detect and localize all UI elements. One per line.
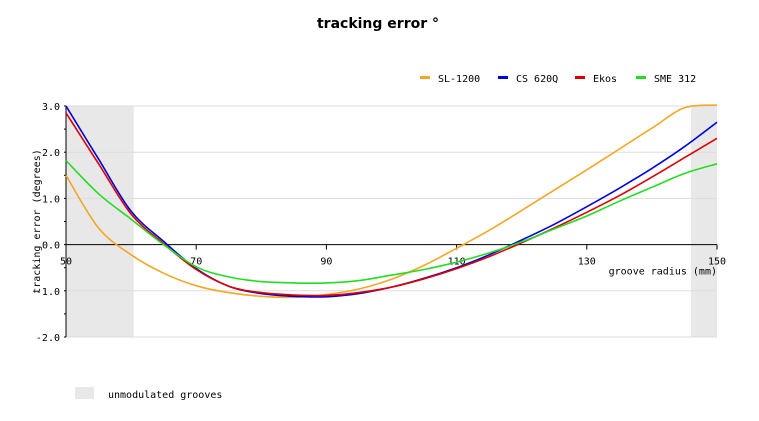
axes: 3.02.01.00.0-1.0-2.050 70 90 110 130 150groov… xyxy=(32,102,726,344)
x-tick-label: 50 xyxy=(60,257,72,268)
legend-label-cs-620q: CS 620Q xyxy=(516,74,558,85)
y-tick-label: 1.0 xyxy=(42,194,60,205)
x-tick-label: 130 xyxy=(578,257,596,268)
y-axis-label: tracking error (degrees) xyxy=(32,149,43,294)
x-axis-label: groove radius (mm) xyxy=(609,267,717,278)
y-tick-label: -2.0 xyxy=(36,333,60,344)
legend-swatch-ekos xyxy=(575,76,585,79)
legend-label-ekos: Ekos xyxy=(593,74,617,85)
unmodulated-region-1 xyxy=(690,106,717,337)
x-tick-label: 150 xyxy=(708,257,726,268)
legend-swatch-cs-620q xyxy=(498,76,508,79)
legend-label-sl-1200: SL-1200 xyxy=(438,74,480,85)
y-tick-label: -1.0 xyxy=(36,287,60,298)
legend-swatch-sme-312 xyxy=(636,76,646,79)
unmodulated-legend-label: unmodulated grooves xyxy=(108,390,222,401)
y-tick-label: 2.0 xyxy=(42,148,60,159)
legend-swatch-sl-1200 xyxy=(420,76,430,79)
unmodulated-region-0 xyxy=(66,106,134,337)
y-tick-label: 0.0 xyxy=(42,241,60,252)
series-line-sme-312 xyxy=(65,159,718,284)
shaded-legend: unmodulated grooves xyxy=(75,387,222,401)
legend-label-sme-312: SME 312 xyxy=(654,74,696,85)
x-tick-label: 70 xyxy=(190,257,202,268)
series-line-sl-1200 xyxy=(65,104,718,299)
grid xyxy=(66,105,717,338)
legend: SL-1200 CS 620Q Ekos SME 312 xyxy=(420,74,696,85)
shaded-regions xyxy=(66,106,717,337)
series-lines xyxy=(65,104,718,299)
x-tick-label: 90 xyxy=(320,257,332,268)
y-tick-label: 3.0 xyxy=(42,102,60,113)
chart-title: tracking error ° xyxy=(317,16,439,32)
unmodulated-legend-swatch xyxy=(75,387,94,399)
